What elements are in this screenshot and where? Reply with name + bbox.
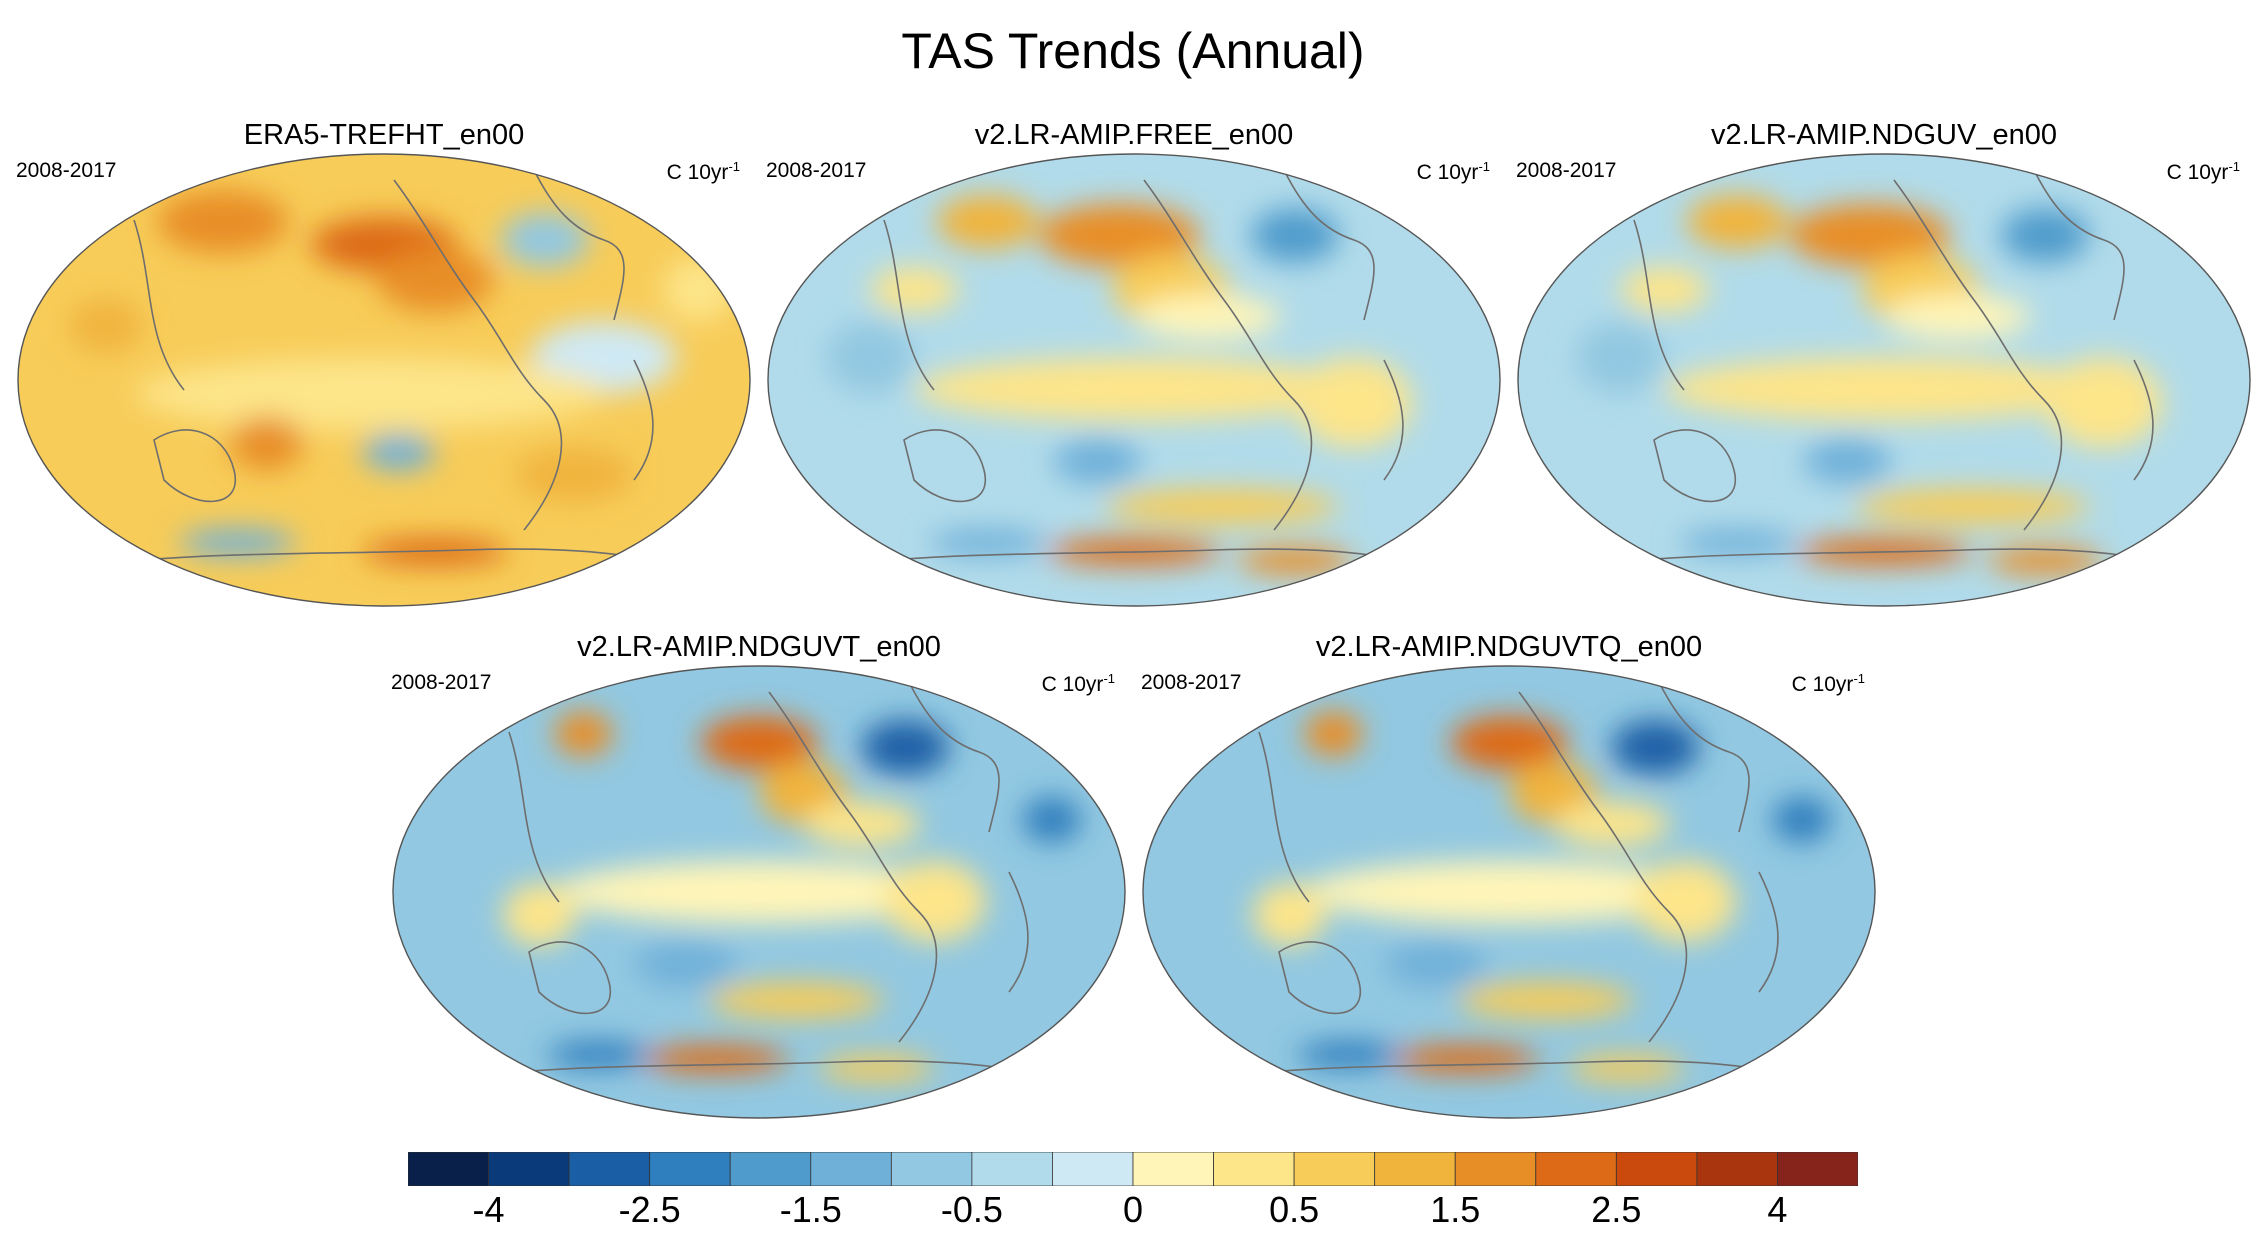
- colorbar-swatch: [1454, 1152, 1537, 1186]
- panel-units: C 10yr-1: [1417, 152, 1490, 188]
- colorbar-swatch: [1052, 1152, 1134, 1186]
- units-base: C 10yr: [1041, 673, 1104, 696]
- panel-title: v2.LR-AMIP.NDGUV_en00: [1710, 119, 2057, 151]
- map-panel: v2.LR-AMIP.NDGUVTQ_en00 2008-2017 C 10yr-1: [1139, 630, 1879, 1119]
- colorbar-tick-label: 2.5: [1591, 1189, 1642, 1230]
- colorbar-swatch: [1132, 1152, 1214, 1186]
- robinson-map: [767, 153, 1501, 607]
- panel-title: v2.LR-AMIP.NDGUVT_en00: [577, 631, 941, 663]
- colorbar-swatch: [1615, 1152, 1698, 1186]
- colorbar-swatch: [408, 1152, 489, 1186]
- panel-title: ERA5-TREFHT_en00: [243, 119, 525, 151]
- panel-title: v2.LR-AMIP.FREE_en00: [974, 119, 1294, 151]
- units-exponent: -1: [728, 159, 740, 174]
- figure-title: TAS Trends (Annual): [901, 23, 1365, 79]
- colorbar-tick-label: -4: [472, 1189, 505, 1230]
- colorbar-swatch: [568, 1152, 651, 1186]
- colorbar-swatch: [1777, 1152, 1858, 1186]
- panel-units: C 10yr-1: [1792, 664, 1865, 700]
- panel-units: C 10yr-1: [2167, 152, 2240, 188]
- colorbar-swatch: [890, 1152, 973, 1186]
- panel-period: 2008-2017: [16, 159, 117, 182]
- units-base: C 10yr: [1416, 161, 1479, 184]
- colorbar-swatch: [1535, 1152, 1617, 1186]
- colorbar: [408, 1152, 1858, 1186]
- units-base: C 10yr: [1791, 673, 1854, 696]
- map-panel: v2.LR-AMIP.FREE_en00 2008-2017 C 10yr-1: [764, 118, 1504, 607]
- colorbar-tick-label: 0.5: [1269, 1189, 1320, 1230]
- units-exponent: -1: [1103, 671, 1115, 686]
- colorbar-tick-label: 4: [1767, 1189, 1788, 1230]
- colorbar-swatch: [1696, 1152, 1778, 1186]
- map-panel: v2.LR-AMIP.NDGUVT_en00 2008-2017 C 10yr-1: [389, 630, 1129, 1119]
- units-exponent: -1: [1853, 671, 1865, 686]
- panel-period: 2008-2017: [1516, 159, 1617, 182]
- panel-period: 2008-2017: [766, 159, 867, 182]
- map-panel: v2.LR-AMIP.NDGUV_en00 2008-2017 C 10yr-1: [1514, 118, 2254, 607]
- colorbar-tick-label: -1.5: [779, 1189, 842, 1230]
- colorbar-tick-label: 0: [1122, 1189, 1144, 1230]
- panel-units: C 10yr-1: [1042, 664, 1115, 700]
- panel-period: 2008-2017: [1141, 671, 1242, 694]
- colorbar-tick-label: -2.5: [618, 1189, 681, 1230]
- robinson-map: [392, 665, 1126, 1119]
- colorbar-swatch: [1374, 1152, 1456, 1186]
- units-exponent: -1: [1478, 159, 1490, 174]
- colorbar-swatch: [488, 1152, 570, 1186]
- colorbar-swatch: [649, 1152, 731, 1186]
- robinson-map: [1517, 153, 2251, 607]
- panel-title: v2.LR-AMIP.NDGUVTQ_en00: [1315, 631, 1703, 663]
- colorbar-tick-label: -0.5: [940, 1189, 1003, 1230]
- colorbar-swatch: [971, 1152, 1053, 1186]
- panel-period: 2008-2017: [391, 671, 492, 694]
- robinson-map: [17, 153, 751, 607]
- colorbar-tick-label: 1.5: [1430, 1189, 1481, 1230]
- colorbar-swatch: [1213, 1152, 1295, 1186]
- units-base: C 10yr: [666, 161, 729, 184]
- units-exponent: -1: [2228, 159, 2240, 174]
- panel-units: C 10yr-1: [667, 152, 740, 188]
- colorbar-swatch: [810, 1152, 892, 1186]
- colorbar-swatch: [729, 1152, 812, 1186]
- colorbar-swatch: [1293, 1152, 1376, 1186]
- robinson-map: [1142, 665, 1876, 1119]
- map-panel: ERA5-TREFHT_en00 2008-2017 C 10yr-1: [14, 118, 754, 607]
- units-base: C 10yr: [2166, 161, 2229, 184]
